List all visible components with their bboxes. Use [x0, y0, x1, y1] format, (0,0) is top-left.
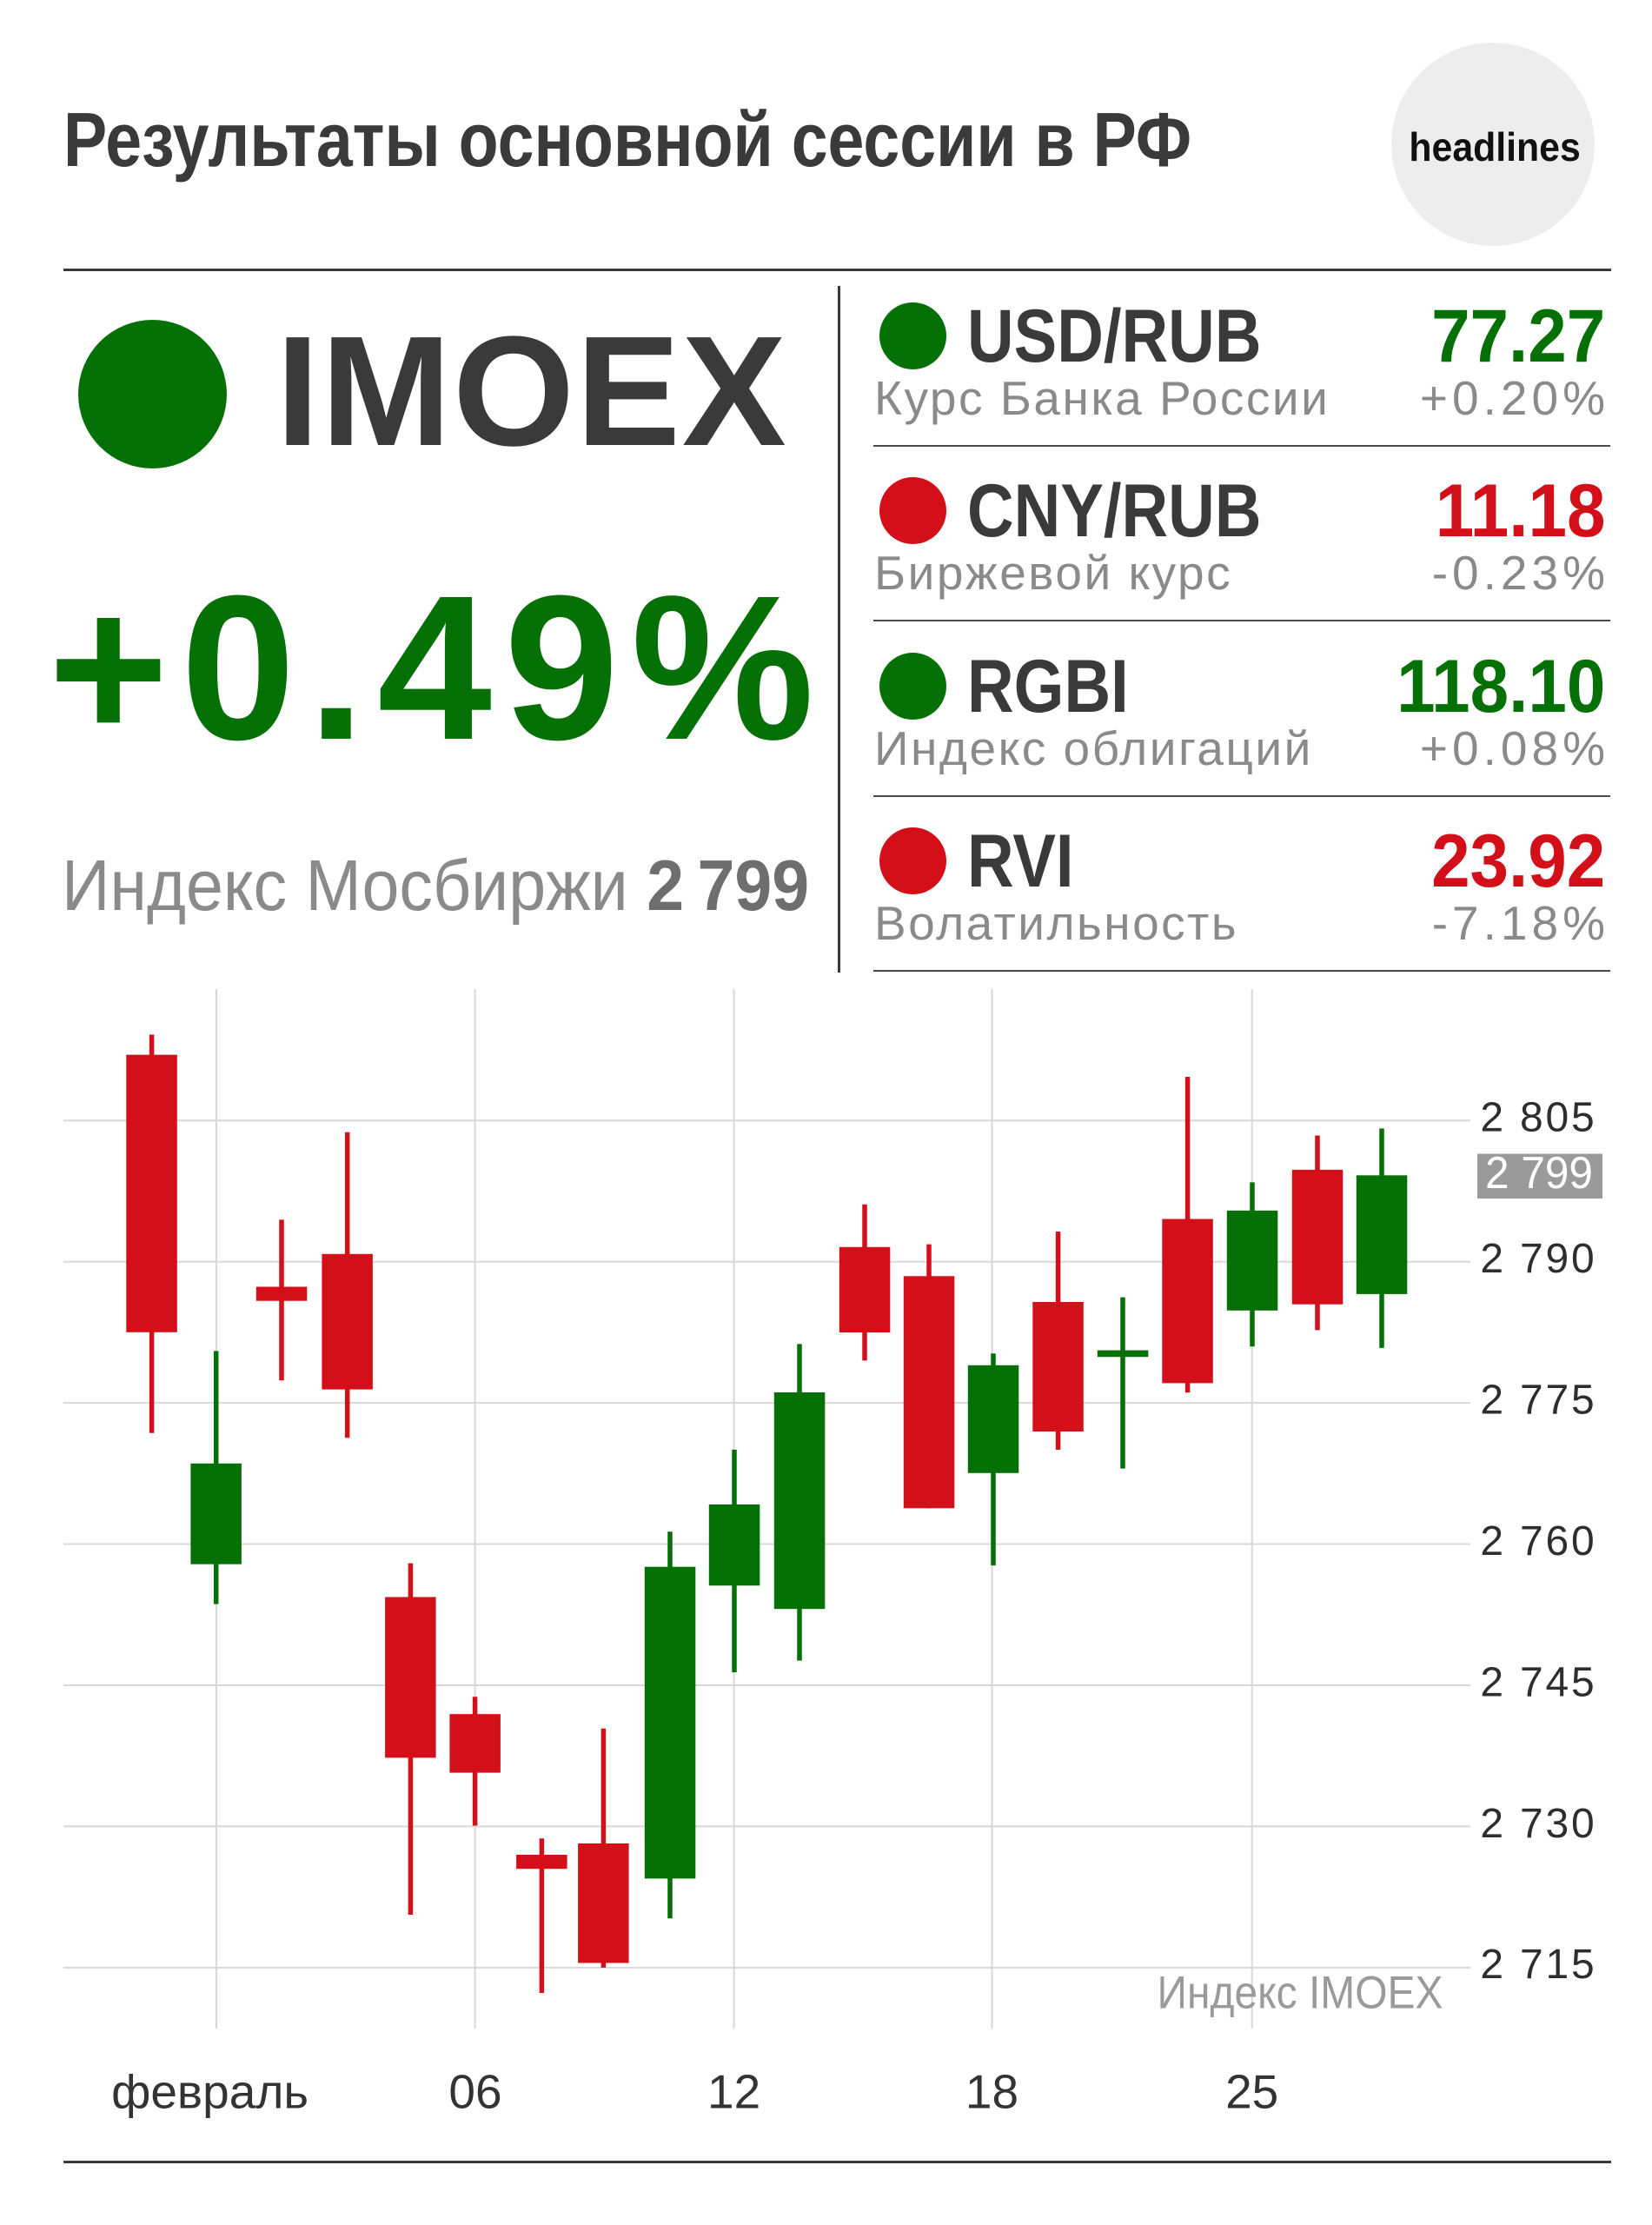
- svg-text:2 799: 2 799: [1485, 1148, 1593, 1199]
- svg-text:25: 25: [1225, 2064, 1278, 2118]
- svg-text:февраль: февраль: [111, 2064, 309, 2118]
- svg-text:Индекс IMOEX: Индекс IMOEX: [1158, 1968, 1443, 2019]
- svg-text:2 790: 2 790: [1480, 1236, 1596, 1282]
- svg-text:2 760: 2 760: [1480, 1518, 1596, 1564]
- svg-text:12: 12: [707, 2064, 760, 2118]
- svg-text:2 715: 2 715: [1480, 1942, 1596, 1988]
- svg-text:2 730: 2 730: [1480, 1801, 1596, 1847]
- svg-text:2 745: 2 745: [1480, 1659, 1596, 1705]
- svg-text:18: 18: [965, 2064, 1018, 2118]
- svg-text:2 805: 2 805: [1480, 1095, 1596, 1141]
- svg-text:2 775: 2 775: [1480, 1377, 1596, 1423]
- svg-text:06: 06: [448, 2064, 501, 2118]
